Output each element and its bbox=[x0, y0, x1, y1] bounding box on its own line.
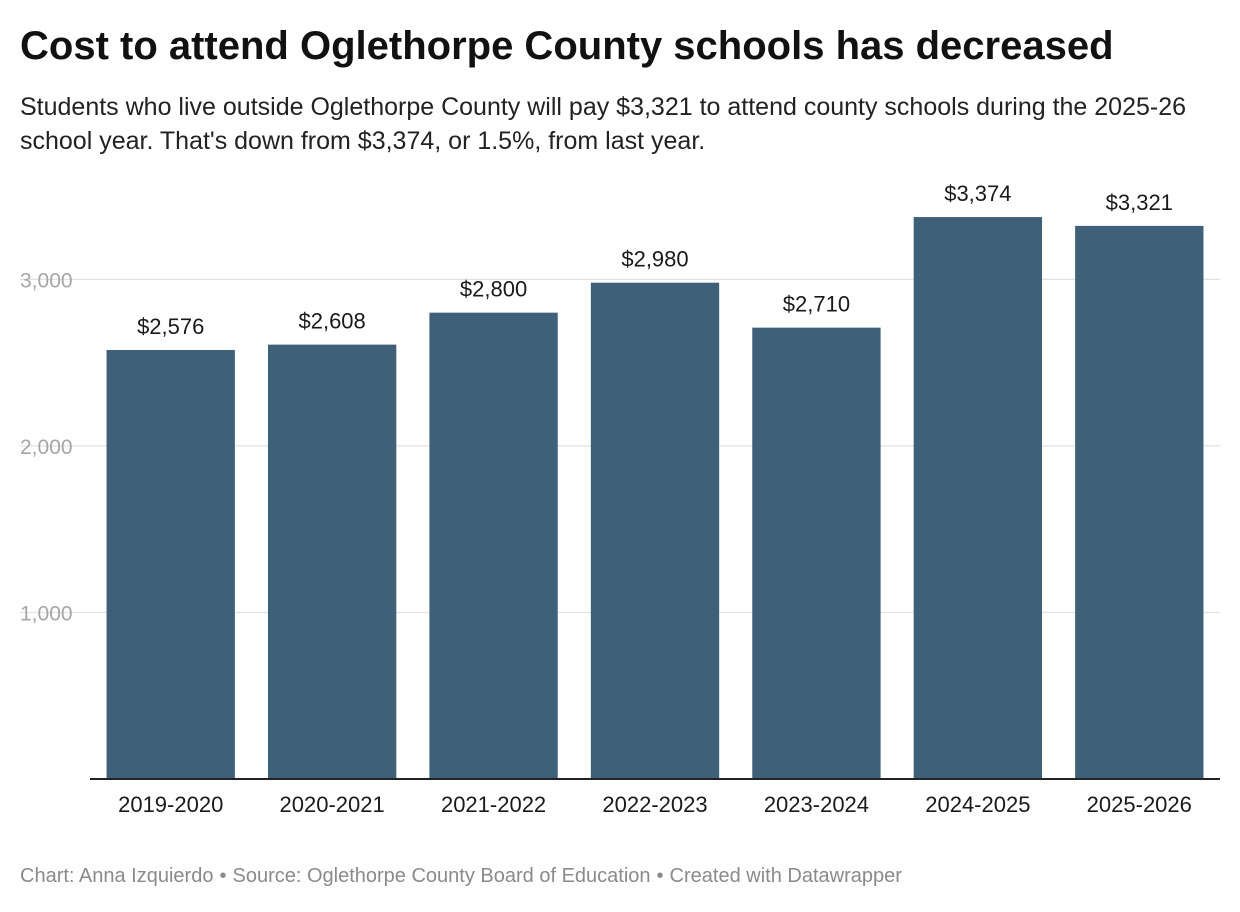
x-tick-label: 2020-2021 bbox=[280, 792, 385, 817]
bar-value-label: $2,710 bbox=[783, 292, 850, 317]
footer-separator: • bbox=[219, 865, 227, 887]
y-tick-label: 1,000 bbox=[20, 602, 73, 625]
chart-subtitle: Students who live outside Oglethorpe Cou… bbox=[20, 93, 1187, 155]
y-tick-label: 2,000 bbox=[20, 436, 73, 459]
x-tick-label: 2019-2020 bbox=[118, 792, 223, 817]
bar-value-label: $2,608 bbox=[298, 309, 365, 334]
y-axis-ticks: 1,000 2,000 3,000 bbox=[20, 269, 73, 625]
x-tick-label: 2022-2023 bbox=[602, 792, 707, 817]
x-tick-label: 2023-2024 bbox=[764, 792, 869, 817]
x-tick-label: 2025-2026 bbox=[1087, 792, 1192, 817]
bar bbox=[429, 312, 558, 779]
footer-separator: • bbox=[656, 865, 664, 887]
x-axis-ticks: 2019-2020 2020-2021 2021-2022 2022-2023 2023… bbox=[118, 792, 1192, 817]
bar-value-label: $2,800 bbox=[460, 277, 527, 302]
bar bbox=[106, 349, 235, 779]
bar bbox=[752, 327, 881, 779]
bar-value-label: $2,576 bbox=[137, 314, 204, 339]
bar-value-label: $3,374 bbox=[944, 181, 1011, 206]
bar-value-label: $2,980 bbox=[621, 247, 688, 272]
chart-title: Cost to attend Oglethorpe County schools… bbox=[20, 24, 1114, 68]
bar bbox=[1075, 225, 1204, 779]
footer-tool-credit[interactable]: Created with Datawrapper bbox=[669, 865, 902, 887]
footer-source: Source: Oglethorpe County Board of Educa… bbox=[232, 865, 651, 887]
chart-footer: Chart: Anna Izquierdo • Source: Oglethorpe… bbox=[20, 862, 1220, 890]
bars bbox=[106, 217, 1204, 779]
footer-credit: Chart: Anna Izquierdo bbox=[20, 865, 214, 887]
y-tick-label: 3,000 bbox=[20, 269, 73, 292]
bar-value-label: $3,321 bbox=[1106, 190, 1173, 215]
data-labels: $2,576 $2,608 $2,800 $2,980 $2,710 $3,374 $3,3… bbox=[137, 181, 1173, 339]
bar bbox=[913, 217, 1043, 779]
x-tick-label: 2024-2025 bbox=[925, 792, 1030, 817]
bar bbox=[590, 282, 720, 779]
x-tick-label: 2021-2022 bbox=[441, 792, 546, 817]
bar bbox=[267, 344, 397, 779]
